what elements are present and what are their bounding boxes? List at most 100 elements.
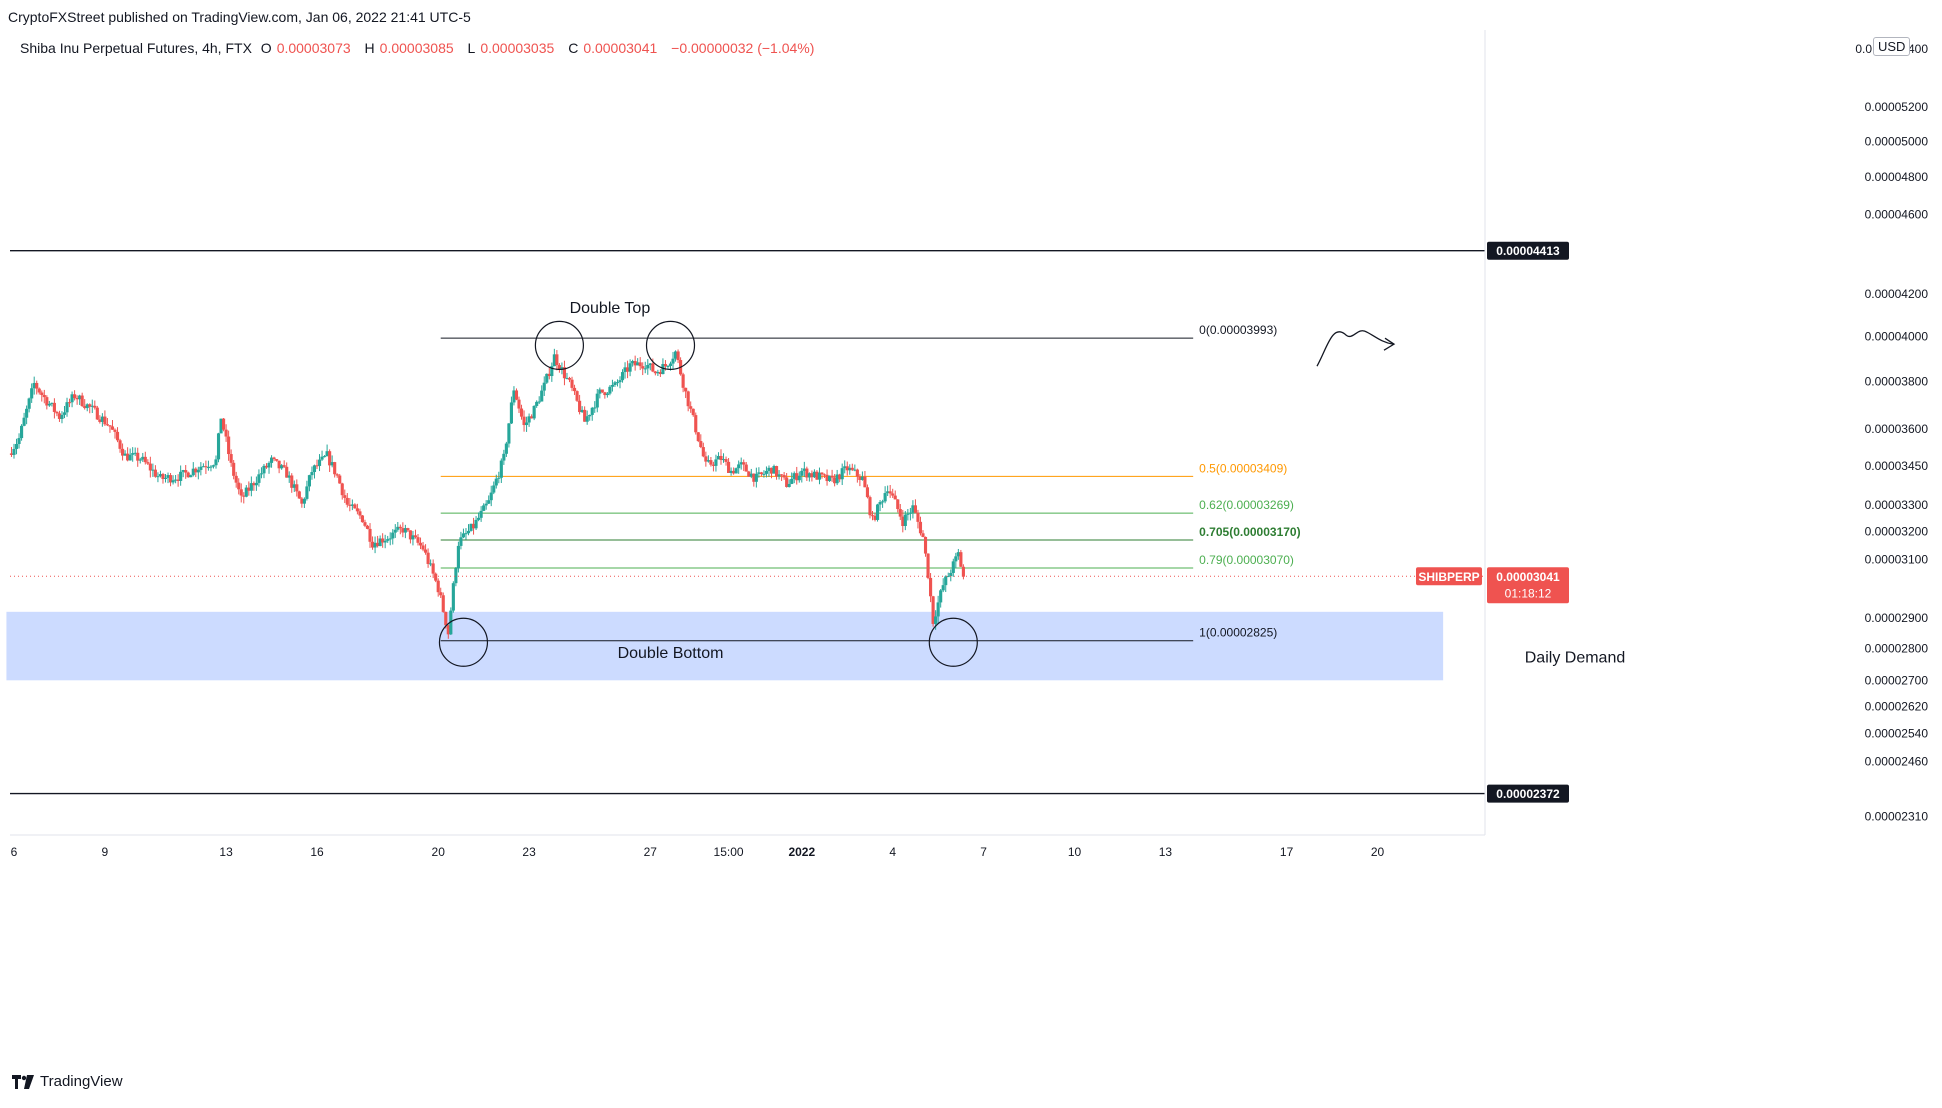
candle-body [65,402,69,413]
candle-body [269,457,274,463]
candle-body [287,475,291,478]
candle-body [807,473,811,478]
price-axis-tick: 0.00002700 [1865,673,1929,687]
candle-body [913,505,917,513]
candle-body [800,470,804,476]
fib-level-label: 0.62(0.00003269) [1199,498,1294,512]
candle-body [416,537,420,543]
candle-body [333,462,337,475]
candle-body [143,456,147,463]
candle-body [641,366,645,369]
price-axis-tick: 0.00003300 [1865,498,1929,512]
candle-body [835,474,839,484]
candle-body [661,364,665,375]
candle-body [737,464,741,469]
candle-body [439,592,443,596]
candle-body [234,475,238,483]
candle-body [560,367,564,370]
price-axis-tick: 0.00002540 [1865,727,1929,741]
price-axis-tick: 0.00004000 [1865,330,1929,344]
candle-body [694,415,698,433]
candle-body [85,404,89,409]
demand-zone-layer: Daily Demand [6,611,1625,681]
candle-body [216,433,221,460]
candle-body [138,459,142,461]
candle-body [716,455,721,460]
candle-body [459,537,463,546]
candle-body [843,466,847,469]
candle-body [454,568,458,584]
candle-body [626,367,630,372]
candle-body [222,418,226,430]
candle-body [923,536,928,554]
candle-body [229,454,233,463]
candle-body [638,362,642,367]
ohlc-low-value: 0.00003035 [480,40,555,56]
candle-body [156,476,160,478]
candle-body [123,453,127,456]
candle-body [671,358,675,364]
level-price-badge [1487,241,1569,260]
time-axis-tick: 23 [522,845,536,859]
candle-body [434,573,438,581]
annotations-layer: SHIBPERP 0.00003041 01:18:12 Double Top Doub… [10,300,1569,667]
candle-body [335,474,339,476]
tradingview-logo[interactable]: TradingView [12,1073,123,1090]
candle-body [769,467,774,474]
candle-body [850,467,854,470]
candle-body [73,394,77,399]
candle-body [370,541,375,548]
candle-body [810,473,814,478]
candle-body [517,399,521,409]
candle-body [833,477,837,484]
candle-body [686,391,690,407]
candle-body [32,382,36,389]
candle-body [257,474,261,483]
candle-body [20,425,24,439]
currency-selector[interactable]: USD [1873,37,1911,56]
candle-body [381,538,385,543]
candle-body [224,429,228,437]
candle-body [103,416,107,425]
candle-body [184,470,188,473]
candle-body [620,372,625,381]
candle-body [759,472,763,475]
candle-body [330,462,334,466]
candle-body [774,466,779,477]
candle-body [936,602,940,617]
candle-body [277,460,281,469]
candle-body [840,468,844,480]
candle-body [545,373,549,383]
candle-body [194,468,198,473]
candle-body [658,371,662,375]
price-axis-tick: 0.00003200 [1865,525,1929,539]
price-axis-tick: 0.00003450 [1865,459,1929,473]
fib-level-label: 0(0.00003993) [1199,323,1277,337]
candle-body [656,371,660,374]
candle-body [343,495,347,498]
candle-body [911,505,915,513]
candle-body [497,477,501,479]
ohlc-low-label: L [467,40,476,56]
candle-body [126,453,130,461]
ohlc-high: H 0.00003085 [365,40,459,56]
time-axis-tick: 20 [1371,845,1385,859]
candle-body [891,493,895,496]
candle-body [830,475,834,478]
candle-body [535,401,539,406]
candle-body [401,528,405,533]
candle-body [610,384,614,387]
candle-body [312,465,317,473]
candle-body [509,402,513,424]
candle-body [62,412,67,415]
candle-body [845,466,849,471]
candle-body [186,472,190,478]
ohlc-close-label: C [568,40,579,56]
candle-body [817,472,822,480]
candle-body [474,519,478,529]
candle-body [300,498,304,504]
candle-body [754,473,758,482]
candle-body [623,367,627,373]
